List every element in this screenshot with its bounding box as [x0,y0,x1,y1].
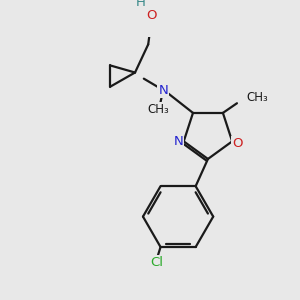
Text: Cl: Cl [151,256,164,269]
Text: H: H [136,0,146,9]
Text: N: N [158,84,168,97]
Text: O: O [146,9,157,22]
Text: CH₃: CH₃ [148,103,170,116]
Text: CH₃: CH₃ [247,92,268,104]
Text: O: O [232,136,243,150]
Text: N: N [174,135,183,148]
